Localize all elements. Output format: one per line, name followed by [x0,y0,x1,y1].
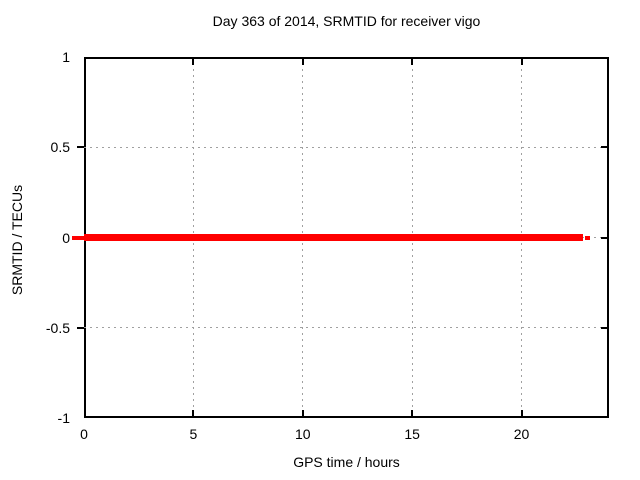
y-tick-mark-right [601,326,609,329]
x-tick-label: 0 [80,426,88,442]
y-tick-mark-left [77,326,84,329]
y-tick-label: 0 [62,229,70,246]
x-tick-mark-top [192,57,195,65]
y-tick-mark-right [601,236,609,239]
y-tick-label: -0.5 [45,319,70,336]
gridline-horizontal [84,327,609,329]
x-axis-label: GPS time / hours [293,454,400,470]
gridline-horizontal [84,146,609,148]
x-tick-label: 5 [189,426,198,442]
y-tick-label: -1 [57,410,70,426]
x-tick-mark-top [411,57,414,65]
x-tick-label: 10 [294,426,311,442]
series-line-trail-dash [584,235,591,240]
y-tick-label: 1 [62,49,70,65]
y-tick-mark-right [601,146,609,149]
x-tick-mark-bottom [192,410,195,418]
x-tick-mark-bottom [520,410,523,418]
y-tick-label: 0.5 [50,139,70,156]
x-tick-mark-top [301,57,304,65]
x-tick-mark-top [520,57,523,65]
chart-title: Day 363 of 2014, SRMTID for receiver vig… [212,13,481,29]
x-tick-label: 20 [513,426,530,442]
y-tick-mark-left [77,146,84,149]
x-tick-mark-bottom [411,410,414,418]
series-line-lead-dash [71,235,84,240]
x-tick-mark-bottom [301,410,304,418]
x-tick-label: 15 [404,426,420,442]
series-line [84,234,583,241]
